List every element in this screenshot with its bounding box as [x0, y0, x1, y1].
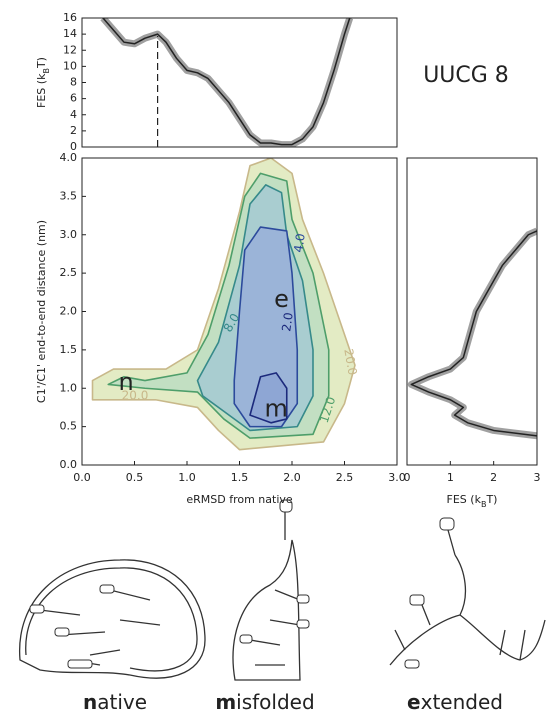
- caption-rest: ative: [97, 690, 147, 714]
- uncertainty-band: [407, 227, 537, 440]
- x-tick-label: 2.5: [336, 471, 354, 484]
- y-tick-label: 1.5: [60, 343, 78, 356]
- y-tick-label: 8: [70, 76, 77, 89]
- caption: native: [83, 690, 147, 714]
- x-tick-label: 0.0: [73, 471, 91, 484]
- molecule-misfolded: [232, 499, 310, 681]
- plot-area: [91, 158, 356, 451]
- molecule-native: [19, 559, 206, 679]
- x-tick-label: 1.0: [178, 471, 196, 484]
- frame: [81, 17, 398, 148]
- caption: misfolded: [215, 690, 314, 714]
- x-axis-label-part: T): [485, 493, 497, 506]
- state-label: n: [118, 368, 133, 396]
- x-tick-label: 0.5: [126, 471, 144, 484]
- y-axis-label: C1'/C1' end-to-end distance (nm): [35, 220, 48, 403]
- contour: [233, 226, 299, 428]
- x-tick-label: 2.0: [283, 471, 301, 484]
- x-axis-label-part: B: [481, 500, 487, 509]
- y-tick-label: 2.5: [60, 266, 78, 279]
- x-tick-label: 1.5: [231, 471, 249, 484]
- y-axis-label-part: T): [35, 57, 48, 69]
- x-axis-label-part: FES (k: [447, 493, 482, 506]
- y-tick-label: 12: [63, 43, 77, 56]
- fes-line: [102, 18, 351, 146]
- y-tick-label: 0.0: [60, 458, 78, 471]
- caption-bold: n: [83, 690, 97, 714]
- y-tick-label: 10: [63, 59, 77, 72]
- y-tick-label: 1.0: [60, 381, 78, 394]
- y-tick-label: 4: [70, 108, 77, 121]
- x-axis-label: FES (kBT): [447, 493, 498, 509]
- frame: [406, 157, 538, 466]
- plot-area: [100, 18, 354, 147]
- y-axis-label: FES (kBT): [35, 57, 51, 108]
- y-tick-label: 0.5: [60, 420, 78, 433]
- caption: extended: [407, 690, 503, 714]
- caption-rest: xtended: [421, 690, 503, 714]
- y-tick-label: 3.5: [60, 189, 78, 202]
- contour-label: 20.0: [122, 389, 149, 403]
- plot-area: [407, 227, 537, 440]
- y-tick-label: 14: [63, 27, 77, 40]
- x-tick-label: 0: [404, 471, 411, 484]
- x-axis-label: eRMSD from native: [186, 493, 293, 506]
- y-tick-label: 4.0: [60, 151, 78, 164]
- y-tick-label: 2: [70, 124, 77, 137]
- state-label: m: [265, 395, 288, 423]
- x-tick-label: 3: [534, 471, 541, 484]
- panel-title: UUCG 8: [423, 63, 509, 88]
- y-tick-label: 3.0: [60, 228, 78, 241]
- caption-rest: isfolded: [236, 690, 315, 714]
- y-axis-label-part: B: [42, 68, 51, 74]
- contour-label: 2.0: [279, 312, 296, 333]
- contour: [249, 372, 288, 424]
- y-tick-label: 0: [70, 140, 77, 153]
- contour-label: 4.0: [291, 233, 308, 254]
- x-tick-label: 3.0: [388, 471, 406, 484]
- contour-label: 20.0: [341, 348, 359, 377]
- y-tick-label: 16: [63, 11, 77, 24]
- molecule-extended: [389, 517, 546, 669]
- caption-bold: e: [407, 690, 421, 714]
- caption-bold: m: [215, 690, 236, 714]
- fes-line: [410, 230, 537, 437]
- y-axis-label-part: C1'/C1' end-to-end distance (nm): [35, 220, 48, 403]
- y-axis-label-part: FES (k: [35, 73, 48, 108]
- x-tick-label: 2: [490, 471, 497, 484]
- state-label: e: [274, 285, 289, 313]
- x-tick-label: 1: [447, 471, 454, 484]
- y-tick-label: 2.0: [60, 305, 78, 318]
- y-tick-label: 6: [70, 92, 77, 105]
